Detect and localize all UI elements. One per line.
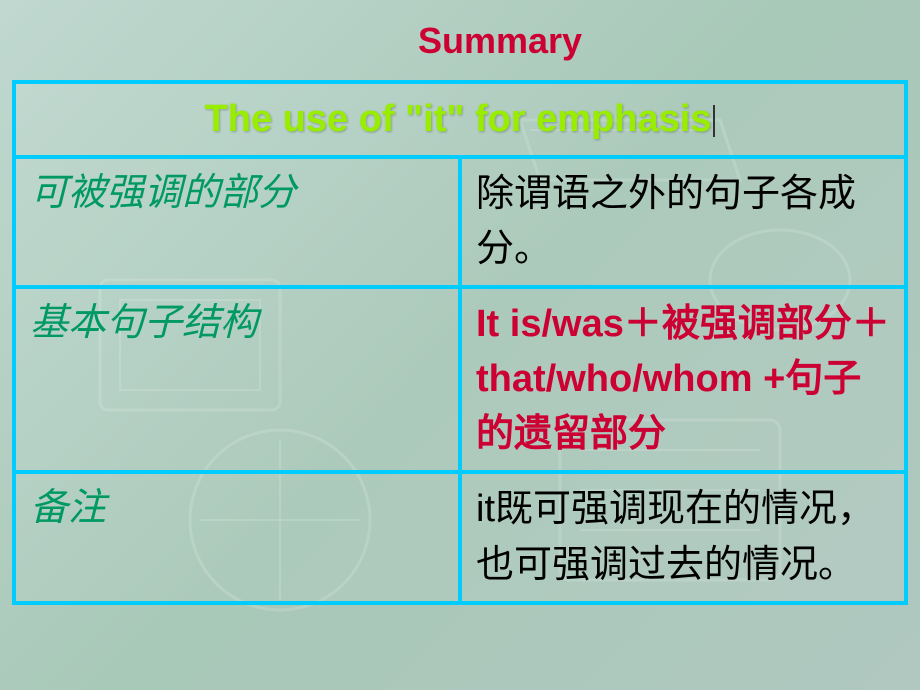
table-title-row: The use of "it" for emphasis [14, 82, 906, 157]
table-row: 基本句子结构 It is/was＋被强调部分＋that/who/whom +句子… [14, 287, 906, 472]
table-title-cell: The use of "it" for emphasis [14, 82, 906, 157]
text-cursor [713, 105, 715, 137]
row-label: 可被强调的部分 [14, 157, 460, 287]
table-title-text: The use of "it" for emphasis [205, 98, 712, 140]
table-row: 备注 it既可强调现在的情况，也可强调过去的情况。 [14, 472, 906, 602]
row-label: 备注 [14, 472, 460, 602]
row-label: 基本句子结构 [14, 287, 460, 472]
summary-table: The use of "it" for emphasis 可被强调的部分 除谓语… [12, 80, 908, 605]
row-content: It is/was＋被强调部分＋that/who/whom +句子的遗留部分 [460, 287, 906, 472]
row-content: 除谓语之外的句子各成分。 [460, 157, 906, 287]
slide-heading: Summary [92, 20, 908, 62]
slide-content: Summary The use of "it" for emphasis 可被强… [0, 0, 920, 625]
table-row: 可被强调的部分 除谓语之外的句子各成分。 [14, 157, 906, 287]
row-content: it既可强调现在的情况，也可强调过去的情况。 [460, 472, 906, 602]
